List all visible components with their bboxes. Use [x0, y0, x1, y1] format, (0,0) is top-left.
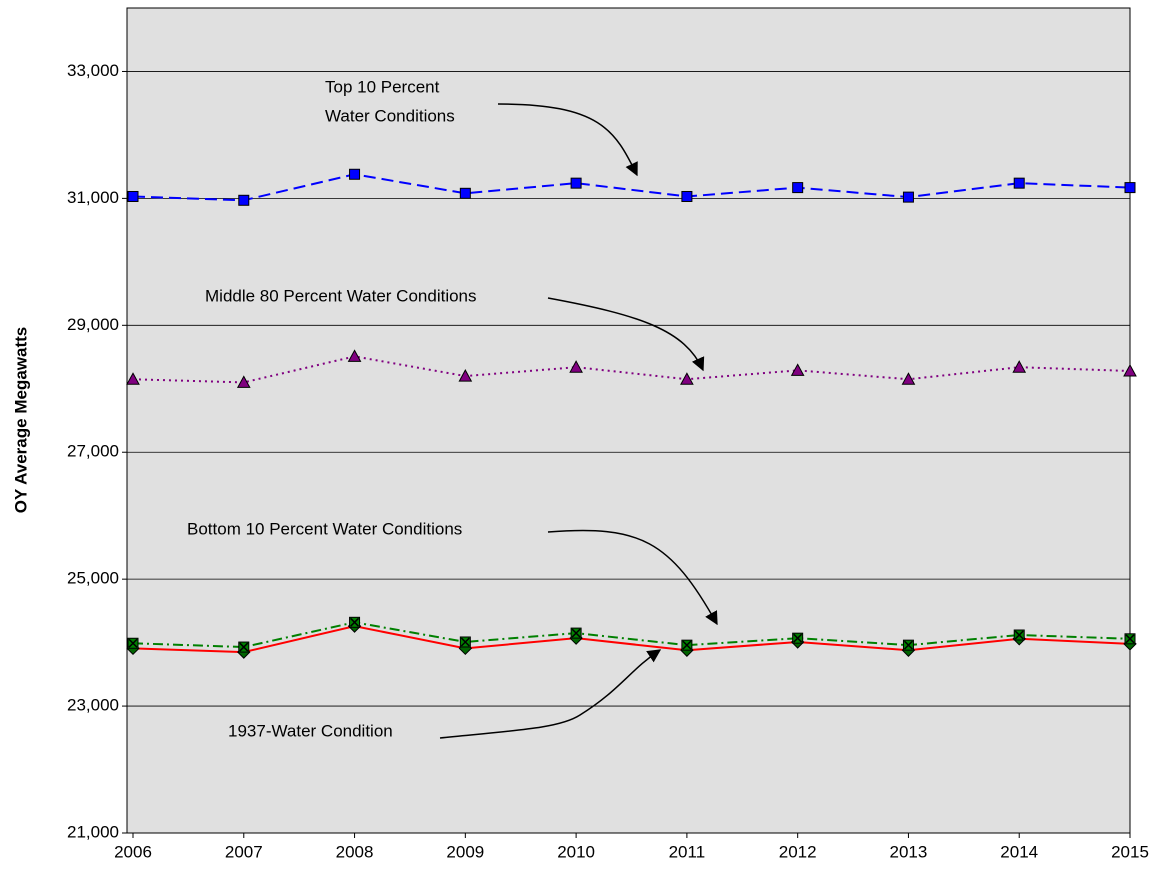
y-tick-label: 25,000 [67, 569, 119, 588]
x-tick-label: 2008 [336, 842, 374, 861]
marker [458, 369, 473, 382]
marker [238, 194, 250, 206]
x-tick-label: 2010 [557, 842, 595, 861]
marker-x [571, 628, 581, 638]
y-tick-label: 33,000 [67, 61, 119, 80]
marker [459, 187, 471, 199]
plot-area [126, 7, 1131, 834]
arrow [547, 297, 705, 372]
marker [681, 190, 693, 202]
annotation: Water Conditions [325, 106, 455, 125]
marker-x [682, 640, 692, 650]
marker [902, 191, 914, 203]
marker [790, 363, 805, 376]
marker-x [793, 633, 803, 643]
series-line [132, 625, 1131, 654]
marker [126, 372, 140, 385]
arrow [439, 649, 662, 739]
marker [570, 177, 582, 189]
series-line [132, 621, 1131, 649]
x-tick-label: 2015 [1111, 842, 1149, 861]
x-tick-label: 2013 [890, 842, 928, 861]
marker-x [239, 642, 249, 652]
annotation: Middle 80 Percent Water Conditions [205, 286, 477, 305]
marker-x [128, 638, 138, 648]
annotation: 1937-Water Condition [228, 721, 393, 740]
annotation: Top 10 Percent [325, 77, 440, 96]
marker [1123, 363, 1137, 377]
marker [680, 372, 694, 385]
marker [569, 360, 583, 373]
marker [1013, 177, 1025, 189]
x-tick-label: 2011 [669, 842, 706, 861]
y-tick-label: 21,000 [67, 822, 119, 841]
marker [901, 372, 916, 385]
marker-x [1014, 630, 1024, 640]
marker-x [460, 637, 470, 647]
y-tick-label: 27,000 [67, 442, 119, 461]
annotation: Bottom 10 Percent Water Conditions [187, 519, 462, 538]
x-tick-label: 2009 [446, 842, 484, 861]
arrow [547, 529, 718, 626]
x-tick-label: 2006 [114, 842, 152, 861]
marker [792, 182, 804, 194]
marker [236, 375, 251, 388]
marker-x [350, 617, 360, 627]
marker [349, 168, 361, 180]
marker [127, 190, 139, 202]
marker-x [1125, 634, 1135, 644]
y-tick-label: 29,000 [67, 315, 119, 334]
marker [347, 349, 362, 362]
x-tick-label: 2007 [225, 842, 263, 861]
x-tick-label: 2012 [779, 842, 817, 861]
marker [1012, 360, 1027, 373]
series-line [132, 173, 1131, 202]
y-axis-label: OY Average Megawatts [11, 327, 30, 513]
arrow [497, 103, 638, 177]
marker-x [903, 640, 913, 650]
marker [1124, 182, 1136, 194]
x-tick-label: 2014 [1000, 842, 1038, 861]
y-tick-label: 31,000 [67, 188, 119, 207]
y-tick-label: 23,000 [67, 696, 119, 715]
